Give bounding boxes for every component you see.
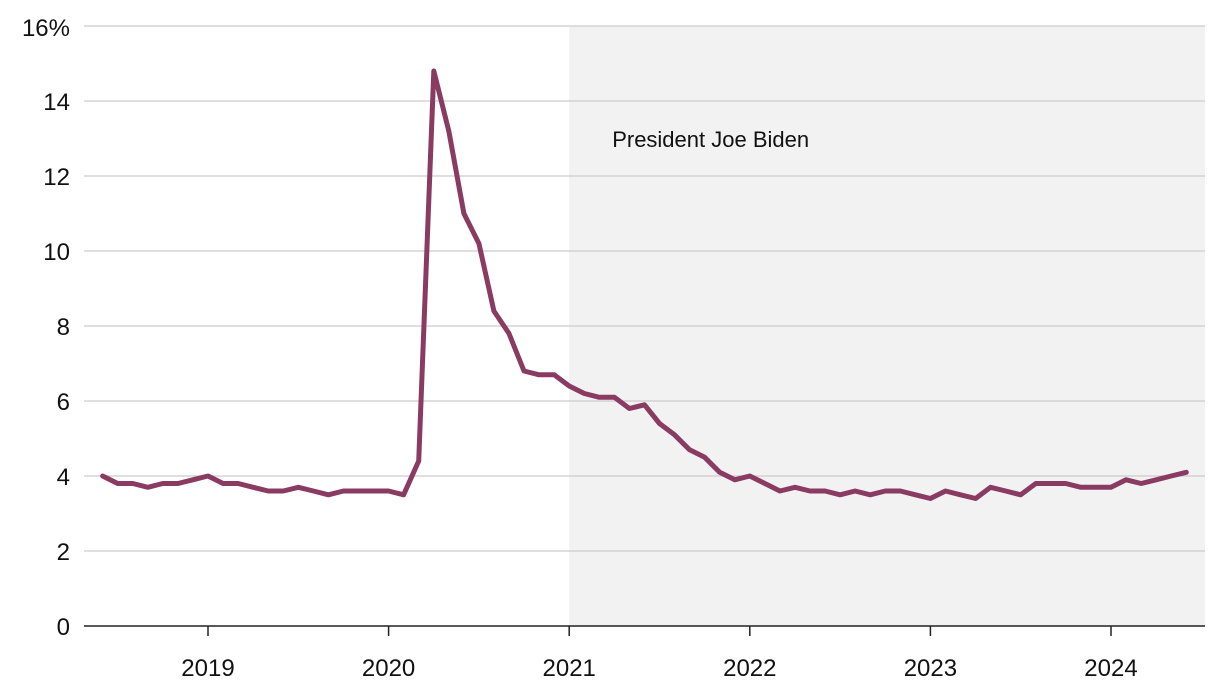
y-tick-label: 0	[57, 614, 70, 641]
y-tick-label: 14	[43, 89, 70, 116]
x-tick-label: 2019	[181, 655, 234, 682]
y-tick-label: 4	[57, 464, 70, 491]
x-tick-label: 2023	[904, 655, 957, 682]
y-tick-label: 12	[43, 164, 70, 191]
x-tick-label: 2020	[362, 655, 415, 682]
y-tick-label: 8	[57, 314, 70, 341]
y-tick-label: 6	[57, 389, 70, 416]
y-tick-label: 2	[57, 539, 70, 566]
x-tick-label: 2022	[723, 655, 776, 682]
x-tick-label: 2024	[1084, 655, 1137, 682]
x-tick-label: 2021	[543, 655, 596, 682]
y-tick-label: 10	[43, 239, 70, 266]
gridlines	[84, 25, 1205, 627]
series-line	[100, 68, 1189, 501]
shaded-region-label: President Joe Biden	[612, 127, 809, 152]
x-axis-ticks: 2019 2020 2021 2022 2023 2024	[181, 626, 1138, 682]
y-tick-label: 16%	[22, 15, 70, 42]
y-axis-ticks: 0 2 4 6 8 10 12 14 16%	[22, 15, 70, 641]
